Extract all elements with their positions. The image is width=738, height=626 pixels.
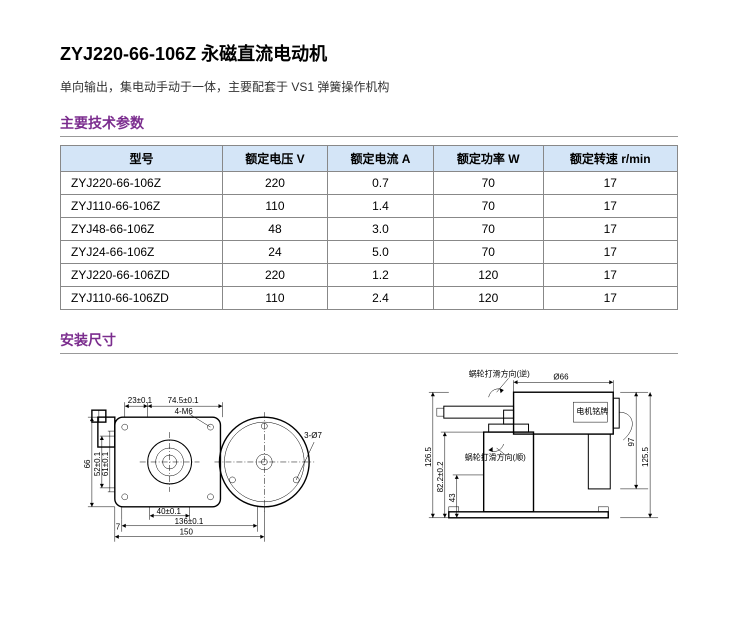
label-cw: 蜗轮打滑方向(逆) <box>469 368 530 378</box>
col-speed: 额定转速 r/min <box>543 146 677 172</box>
col-model: 型号 <box>61 146 223 172</box>
col-voltage: 额定电压 V <box>222 146 327 172</box>
table-cell: 110 <box>222 195 327 218</box>
table-cell: 110 <box>222 287 327 310</box>
table-cell: 220 <box>222 172 327 195</box>
table-cell: 17 <box>543 195 677 218</box>
dim-heading: 安装尺寸 <box>60 330 678 354</box>
table-cell: ZYJ48-66-106Z <box>61 218 223 241</box>
spec-table: 型号 额定电压 V 额定电流 A 额定功率 W 额定转速 r/min ZYJ22… <box>60 145 678 310</box>
dim-66: 66 <box>83 459 92 468</box>
dim-3phi7: 3-Ø7 <box>304 431 322 440</box>
table-cell: ZYJ110-66-106ZD <box>61 287 223 310</box>
table-cell: 1.4 <box>327 195 433 218</box>
dim-150: 150 <box>180 528 194 537</box>
description: 单向输出，集电动手动于一体，主要配套于 VS1 弹簧操作机构 <box>60 78 678 95</box>
table-cell: 70 <box>433 218 543 241</box>
table-cell: 17 <box>543 172 677 195</box>
dim-43: 43 <box>448 493 457 502</box>
table-cell: 70 <box>433 172 543 195</box>
dim-74-5: 74.5±0.1 <box>168 396 200 405</box>
page-title: ZYJ220-66-106Z 永磁直流电动机 <box>60 40 678 66</box>
spec-heading: 主要技术参数 <box>60 113 678 137</box>
table-cell: 0.7 <box>327 172 433 195</box>
table-cell: 24 <box>222 241 327 264</box>
label-plate: 电机铭牌 <box>576 406 608 416</box>
table-header-row: 型号 额定电压 V 额定电流 A 额定功率 W 额定转速 r/min <box>61 146 678 172</box>
table-cell: ZYJ24-66-106Z <box>61 241 223 264</box>
table-row: ZYJ110-66-106ZD1102.412017 <box>61 287 678 310</box>
dim-40: 40±0.1 <box>157 507 182 516</box>
dim-97: 97 <box>627 437 636 446</box>
table-cell: ZYJ220-66-106Z <box>61 172 223 195</box>
table-row: ZYJ110-66-106Z1101.47017 <box>61 195 678 218</box>
table-cell: 17 <box>543 287 677 310</box>
col-power: 额定功率 W <box>433 146 543 172</box>
table-cell: 70 <box>433 241 543 264</box>
dim-136: 136±0.1 <box>175 517 204 526</box>
dim-61: 61±0.1 <box>101 451 110 476</box>
table-cell: 17 <box>543 264 677 287</box>
dim-4m6: 4-M6 <box>175 407 194 416</box>
right-drawing: 电机铭牌 Ø66 蜗轮打滑方向(逆) 蜗轮打滑方向(顺) 126.5 82.2±… <box>389 362 678 552</box>
table-row: ZYJ220-66-106Z2200.77017 <box>61 172 678 195</box>
drawings-row: 23±0.1 74.5±0.1 4-M6 3-Ø7 66 52±0.1 61±0… <box>60 362 678 552</box>
table-cell: 120 <box>433 264 543 287</box>
dim-126-5: 126.5 <box>424 446 433 467</box>
label-ccw: 蜗轮打滑方向(顺) <box>465 452 526 462</box>
dim-7: 7 <box>116 523 121 532</box>
table-row: ZYJ220-66-106ZD2201.212017 <box>61 264 678 287</box>
table-row: ZYJ24-66-106Z245.07017 <box>61 241 678 264</box>
table-row: ZYJ48-66-106Z483.07017 <box>61 218 678 241</box>
dim-phi66: Ø66 <box>553 372 569 381</box>
table-cell: 2.4 <box>327 287 433 310</box>
table-cell: 48 <box>222 218 327 241</box>
dim-125-5: 125.5 <box>641 446 650 467</box>
table-cell: 220 <box>222 264 327 287</box>
table-cell: 70 <box>433 195 543 218</box>
table-cell: 120 <box>433 287 543 310</box>
table-cell: ZYJ220-66-106ZD <box>61 264 223 287</box>
table-cell: 3.0 <box>327 218 433 241</box>
left-drawing: 23±0.1 74.5±0.1 4-M6 3-Ø7 66 52±0.1 61±0… <box>60 362 359 552</box>
table-cell: 17 <box>543 241 677 264</box>
dim-23: 23±0.1 <box>128 396 153 405</box>
table-cell: 1.2 <box>327 264 433 287</box>
table-cell: ZYJ110-66-106Z <box>61 195 223 218</box>
table-cell: 5.0 <box>327 241 433 264</box>
table-cell: 17 <box>543 218 677 241</box>
col-current: 额定电流 A <box>327 146 433 172</box>
dim-82-2: 82.2±0.2 <box>436 461 445 493</box>
